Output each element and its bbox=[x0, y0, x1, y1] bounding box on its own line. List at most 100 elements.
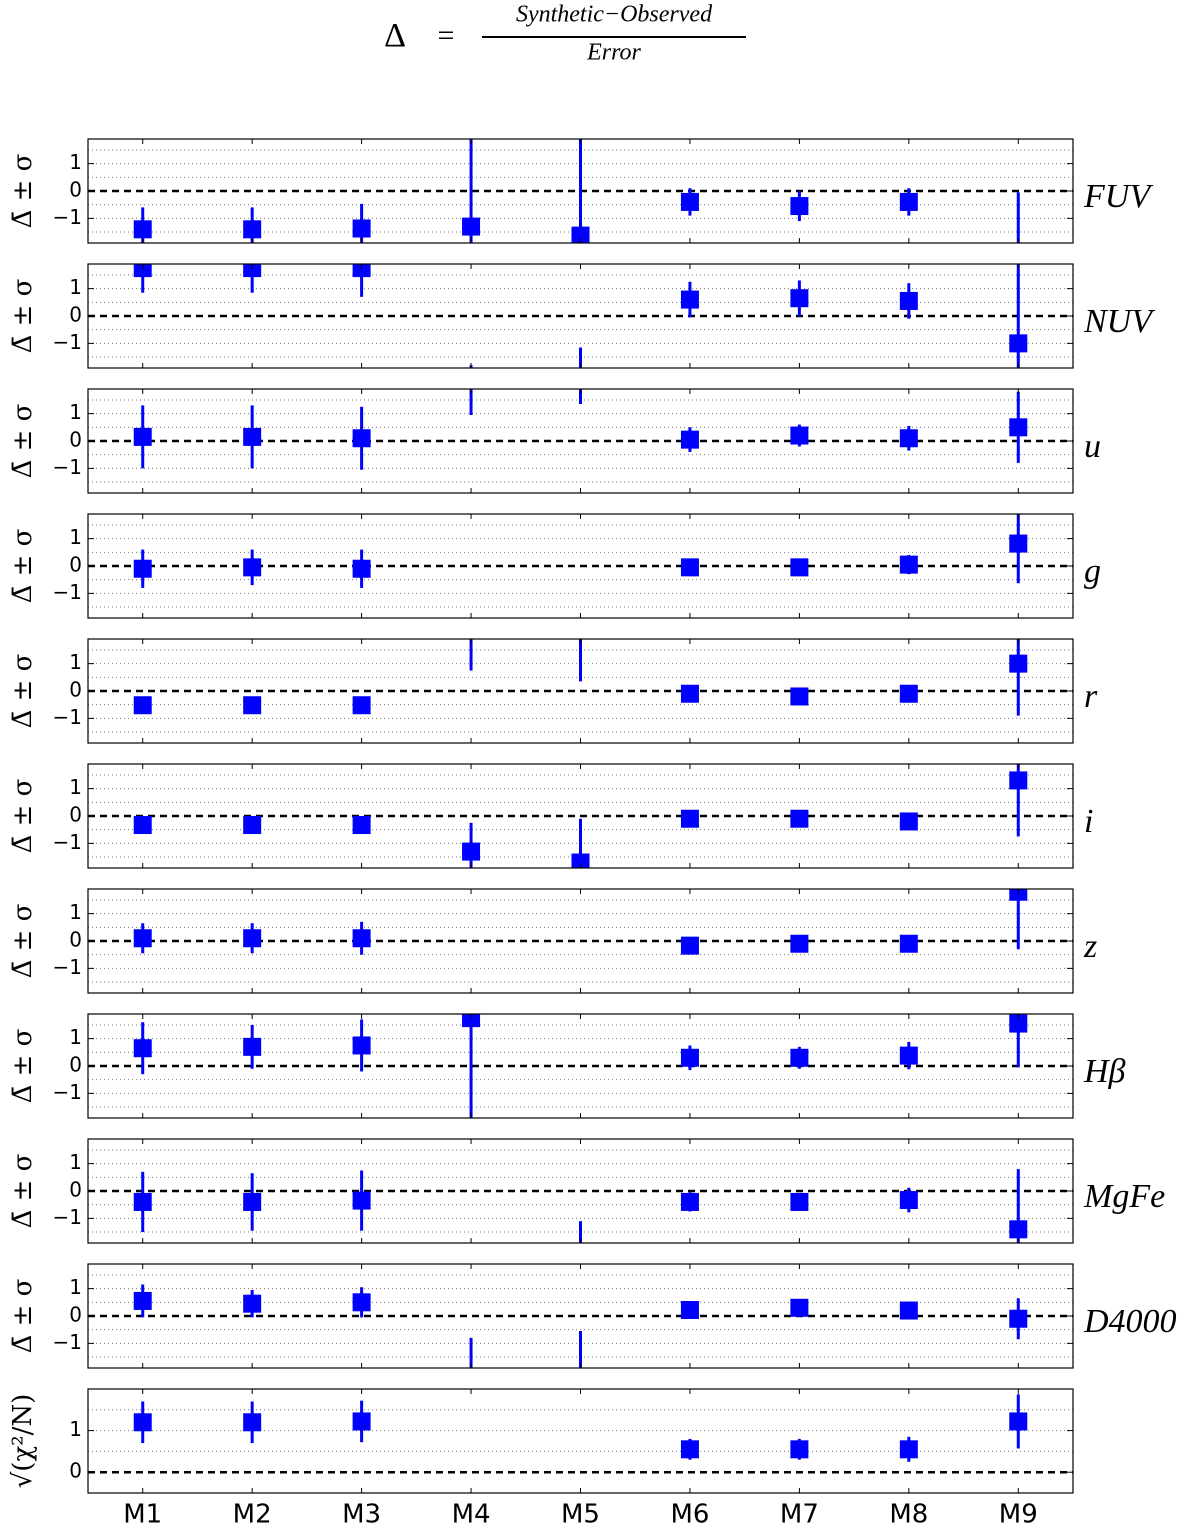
panel-label: i bbox=[1084, 803, 1093, 840]
marker bbox=[133, 220, 152, 239]
panel-marks bbox=[133, 389, 1028, 470]
marker bbox=[1009, 654, 1028, 673]
panel-frame bbox=[87, 1263, 1074, 1369]
panel-marks bbox=[133, 889, 1028, 955]
y-tick-label: −1 bbox=[53, 330, 82, 354]
marker bbox=[1009, 334, 1028, 353]
x-tick-label: M4 bbox=[452, 1500, 491, 1529]
y-tick-label: 0 bbox=[69, 1053, 82, 1077]
panel-frame bbox=[87, 1013, 1074, 1119]
y-tick-label: 0 bbox=[69, 303, 82, 327]
y-tick-label: −1 bbox=[53, 830, 82, 854]
x-tick-label: M5 bbox=[561, 1500, 600, 1529]
marker bbox=[352, 1036, 371, 1055]
marker bbox=[899, 555, 918, 574]
panel-marks bbox=[133, 514, 1028, 588]
marker bbox=[133, 264, 152, 278]
y-tick-label: 1 bbox=[69, 650, 82, 674]
y-axis-label: Δ̄ ± σ bbox=[8, 1029, 38, 1104]
marker bbox=[243, 427, 262, 446]
y-axis-label: Δ̄ ± σ bbox=[8, 529, 38, 604]
marker bbox=[790, 289, 809, 308]
marker bbox=[571, 226, 590, 243]
marker bbox=[680, 1192, 699, 1211]
y-tick-label: 0 bbox=[69, 803, 82, 827]
panel-label: FUV bbox=[1083, 178, 1154, 215]
marker bbox=[243, 1294, 262, 1313]
y-tick-label: 0 bbox=[69, 1303, 82, 1327]
marker bbox=[680, 430, 699, 449]
marker bbox=[1009, 889, 1028, 901]
marker bbox=[352, 816, 371, 835]
title-denominator: Error bbox=[586, 40, 641, 66]
y-tick-label: 1 bbox=[69, 150, 82, 174]
marker bbox=[133, 696, 152, 715]
panel-label: D4000 bbox=[1083, 1303, 1177, 1340]
y-tick-label: −1 bbox=[53, 1080, 82, 1104]
panel-marks bbox=[133, 1284, 1028, 1368]
marker bbox=[1009, 1412, 1028, 1431]
marker bbox=[680, 1048, 699, 1067]
marker bbox=[243, 816, 262, 835]
y-tick-label: 0 bbox=[69, 678, 82, 702]
panel-label: u bbox=[1084, 428, 1101, 465]
panel-marks bbox=[133, 764, 1028, 868]
marker bbox=[243, 1192, 262, 1211]
x-tick-label: M6 bbox=[670, 1500, 709, 1529]
panel-label: g bbox=[1084, 553, 1101, 590]
panel-frame bbox=[87, 263, 1074, 369]
y-tick-label: 0 bbox=[69, 928, 82, 952]
y-tick-label: −1 bbox=[53, 580, 82, 604]
marker bbox=[790, 1298, 809, 1317]
marker bbox=[680, 684, 699, 703]
panel-frame bbox=[87, 638, 1074, 744]
panel-label: Hβ bbox=[1083, 1053, 1126, 1090]
y-tick-label: 1 bbox=[69, 1417, 82, 1441]
y-tick-label: 1 bbox=[69, 1275, 82, 1299]
marker bbox=[352, 696, 371, 715]
x-tick-label: M7 bbox=[780, 1500, 819, 1529]
marker bbox=[899, 291, 918, 310]
marker bbox=[352, 1191, 371, 1210]
marker bbox=[243, 220, 262, 239]
marker bbox=[133, 1291, 152, 1310]
marker bbox=[790, 1440, 809, 1459]
marker bbox=[133, 559, 152, 578]
marker bbox=[680, 192, 699, 211]
marker bbox=[133, 427, 152, 446]
y-tick-label: −1 bbox=[53, 705, 82, 729]
panel-label: z bbox=[1083, 928, 1097, 965]
x-tick-label: M9 bbox=[999, 1500, 1038, 1529]
marker bbox=[790, 1192, 809, 1211]
y-tick-label: 0 bbox=[69, 1178, 82, 1202]
marker bbox=[899, 1440, 918, 1459]
y-tick-label: 1 bbox=[69, 900, 82, 924]
title-equals: = bbox=[438, 19, 455, 52]
marker bbox=[899, 684, 918, 703]
marker bbox=[133, 929, 152, 948]
marker bbox=[243, 1037, 262, 1056]
marker bbox=[133, 1039, 152, 1058]
marker bbox=[680, 290, 699, 309]
marker bbox=[680, 1440, 699, 1459]
panel-frame bbox=[87, 763, 1074, 869]
marker bbox=[899, 1046, 918, 1065]
marker bbox=[1009, 1220, 1028, 1239]
marker bbox=[899, 429, 918, 448]
y-axis-label: Δ̄ ± σ bbox=[8, 1279, 38, 1354]
marker bbox=[133, 816, 152, 835]
x-tick-label: M2 bbox=[233, 1500, 272, 1529]
panel-marks bbox=[133, 139, 1020, 243]
marker bbox=[352, 264, 371, 278]
y-axis-label: Δ̄ ± σ bbox=[8, 404, 38, 479]
y-axis-label: Δ̄ ± σ bbox=[8, 779, 38, 854]
y-axis-label: Δ̄ ± σ bbox=[8, 904, 38, 979]
marker bbox=[352, 929, 371, 948]
marker bbox=[790, 426, 809, 445]
panel-label: NUV bbox=[1083, 303, 1156, 340]
marker bbox=[790, 197, 809, 216]
marker bbox=[243, 929, 262, 948]
marker bbox=[243, 558, 262, 577]
marker bbox=[352, 1412, 371, 1431]
y-tick-label: 1 bbox=[69, 1150, 82, 1174]
